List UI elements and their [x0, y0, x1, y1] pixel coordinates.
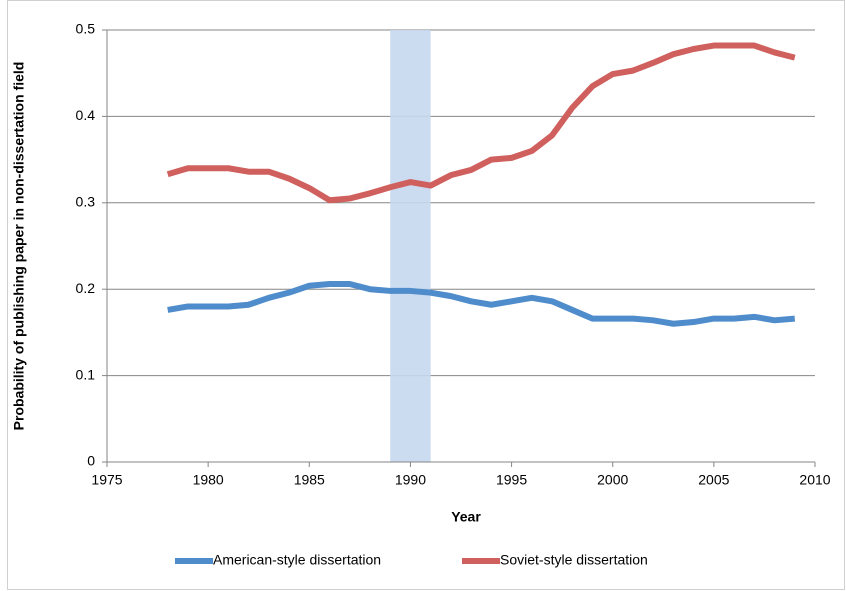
y-tick-label: 0.1 — [76, 366, 96, 382]
x-tick-label: 1995 — [496, 472, 527, 488]
x-tick-label: 2000 — [597, 472, 628, 488]
legend-label: American-style dissertation — [213, 552, 381, 568]
series-line — [167, 281, 796, 327]
y-tick-label: 0.4 — [76, 107, 96, 123]
y-tick-label: 0 — [87, 453, 95, 469]
x-tick-label: 1985 — [294, 472, 325, 488]
series-line — [166, 42, 796, 204]
highlight-band — [390, 30, 431, 462]
y-axis-label: Probability of publishing paper in non-d… — [11, 62, 27, 431]
x-tick-label: 1975 — [91, 472, 122, 488]
y-tick-label: 0.5 — [76, 21, 96, 37]
x-tick-label: 1980 — [193, 472, 224, 488]
x-tick-label: 2005 — [698, 472, 729, 488]
y-tick-label: 0.2 — [76, 280, 96, 296]
y-tick-label: 0.3 — [76, 194, 96, 210]
x-axis-label: Year — [451, 509, 481, 525]
legend-label: Soviet-style dissertation — [500, 552, 648, 568]
x-tick-label: 2010 — [799, 472, 830, 488]
x-tick-label: 1990 — [395, 472, 426, 488]
